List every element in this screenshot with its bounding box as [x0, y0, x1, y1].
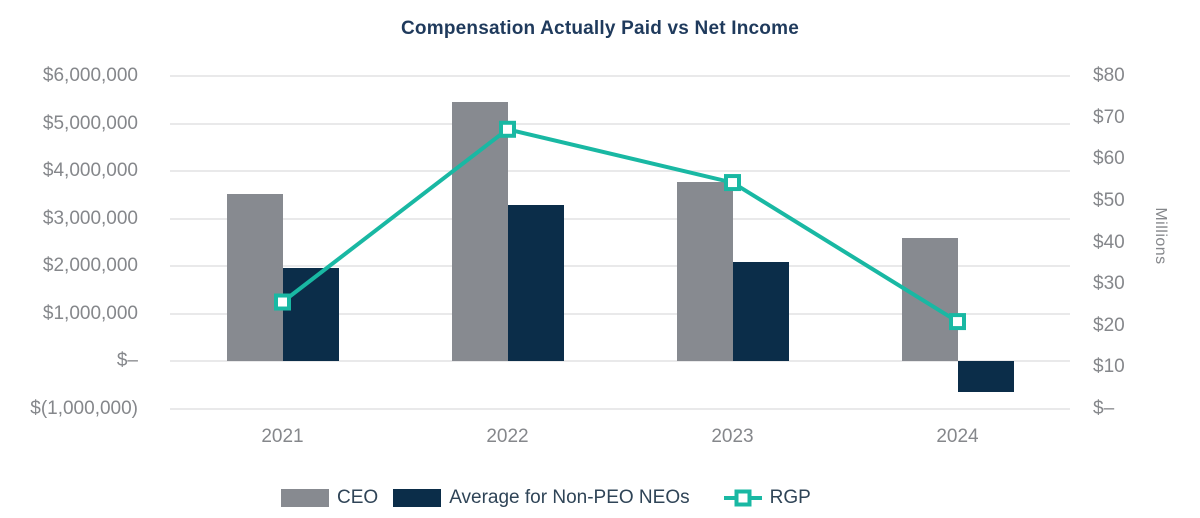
- neo-bar-2024: [957, 361, 1014, 392]
- neo-bar-2023: [732, 262, 789, 362]
- gridline: [170, 217, 1070, 220]
- y-axis-right-tick-label: $–: [1093, 398, 1115, 419]
- ceo-bar-2024: [901, 237, 958, 362]
- neo-bar-2022: [507, 205, 564, 362]
- y-axis-right-tick-label: $80: [1093, 65, 1125, 86]
- rgp-line: [281, 127, 959, 324]
- chart-title: Compensation Actually Paid vs Net Income: [401, 18, 799, 39]
- x-axis-label: 2024: [936, 426, 979, 447]
- y-axis-left-tick-label: $1,000,000: [42, 302, 138, 324]
- ceo-bar-2023: [676, 181, 733, 362]
- x-axis-label: 2021: [261, 426, 304, 447]
- gridline: [170, 360, 1070, 363]
- legend-label-neo: Average for Non-PEO NEOs: [449, 487, 690, 508]
- legend-item-ceo: CEO: [281, 487, 378, 509]
- y-axis-right-tick-label: $60: [1093, 148, 1125, 170]
- legend-label-ceo: CEO: [337, 487, 379, 508]
- gridline: [170, 170, 1070, 173]
- gridline: [170, 122, 1070, 125]
- right-axis-unit-label: Millions: [1152, 207, 1169, 265]
- y-axis-left-tick-label: $–: [116, 350, 138, 372]
- y-axis-right-tick-label: $50: [1093, 189, 1125, 211]
- y-axis-left-tick-label: $5,000,000: [42, 112, 138, 134]
- ceo-bar-swatch-icon: [281, 489, 329, 507]
- legend-label-rgp: RGP: [769, 487, 811, 508]
- gridline: [170, 408, 1070, 410]
- y-axis-right-tick-label: $30: [1093, 273, 1125, 295]
- legend-item-rgp: RGP: [723, 487, 811, 509]
- legend-item-neo: Average for Non-PEO NEOs: [393, 487, 690, 509]
- legend: CEO Average for Non-PEO NEOs RGP: [281, 487, 811, 509]
- y-axis-left-tick-label: $6,000,000: [42, 65, 138, 86]
- y-axis-right-tick-label: $10: [1093, 356, 1125, 378]
- ceo-bar-2021: [226, 193, 283, 362]
- y-axis-right-tick-label: $40: [1093, 231, 1125, 253]
- rgp-line-marker-icon: [723, 489, 762, 507]
- gridline: [170, 75, 1070, 77]
- neo-bar-2021: [282, 267, 339, 362]
- neo-bar-swatch-icon: [393, 489, 442, 507]
- y-axis-left-tick-label: $4,000,000: [42, 160, 138, 182]
- y-axis-left-tick-label: $(1,000,000): [30, 398, 138, 419]
- y-axis-right-tick-label: $70: [1093, 106, 1125, 128]
- y-axis-right-tick-label: $20: [1093, 314, 1125, 336]
- y-axis-left-tick-label: $3,000,000: [42, 207, 138, 229]
- ceo-bar-2022: [451, 101, 508, 362]
- y-axis-left-tick-label: $2,000,000: [42, 255, 138, 277]
- rgp-legend-square: [734, 489, 752, 507]
- x-axis-label: 2022: [486, 426, 529, 447]
- x-axis-label: 2023: [711, 426, 754, 447]
